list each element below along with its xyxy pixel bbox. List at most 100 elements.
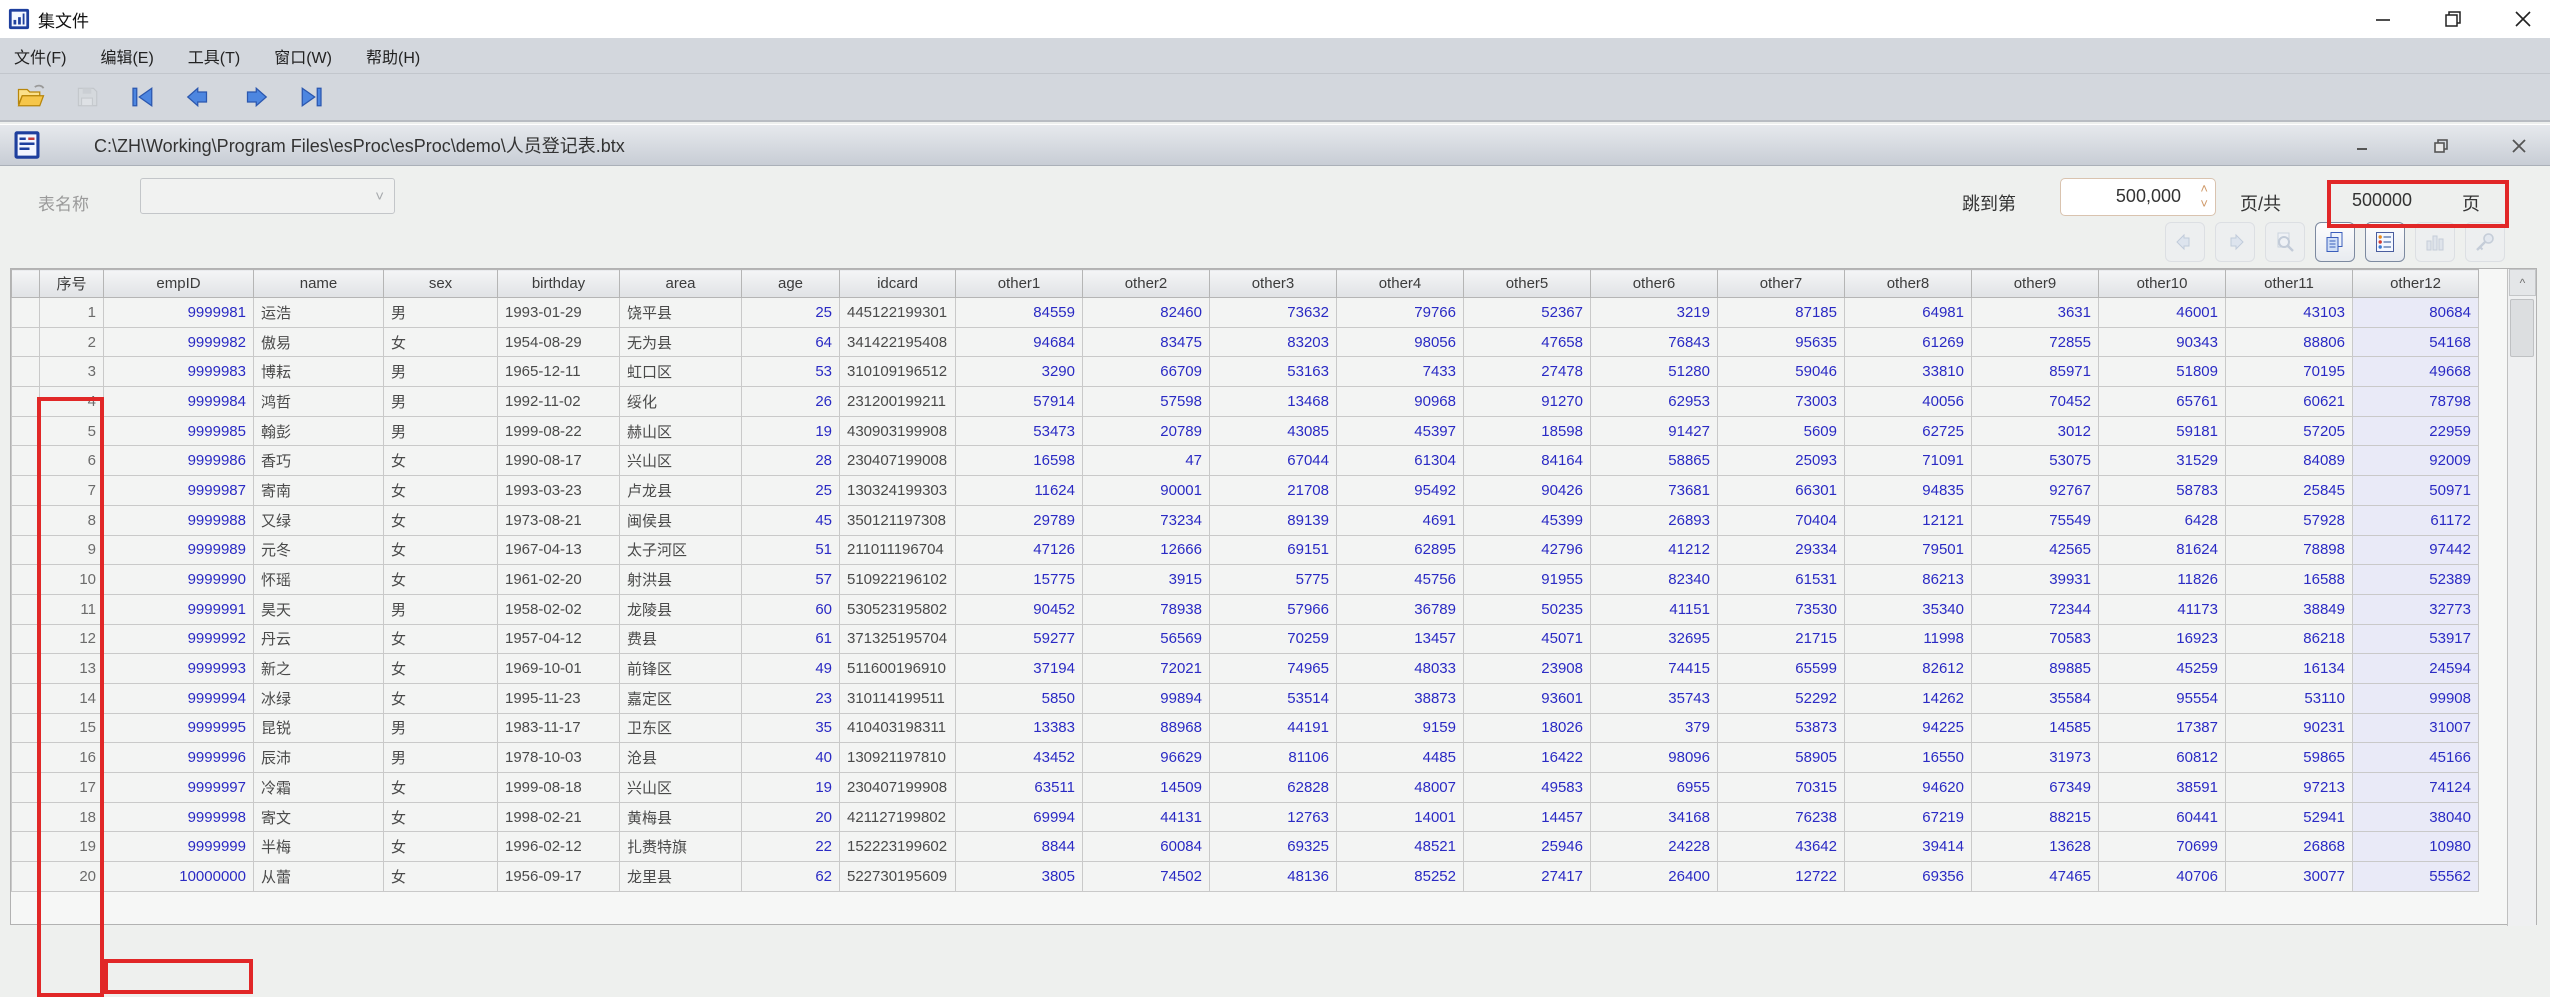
table-cell[interactable]: 74415 xyxy=(1590,653,1718,684)
table-cell[interactable]: 341422195408 xyxy=(839,326,956,358)
table-cell[interactable]: 6955 xyxy=(1590,772,1718,803)
table-cell[interactable]: 78798 xyxy=(2352,386,2479,417)
table-cell[interactable]: 48007 xyxy=(1336,772,1464,803)
table-cell[interactable]: 9999984 xyxy=(103,386,254,417)
table-cell[interactable]: 40706 xyxy=(2098,861,2226,892)
table-cell[interactable]: 78938 xyxy=(1082,593,1210,625)
table-cell[interactable]: 31529 xyxy=(2098,445,2226,477)
table-cell[interactable]: 20 xyxy=(39,861,104,892)
restore-button[interactable] xyxy=(2436,4,2470,34)
table-cell[interactable]: 97442 xyxy=(2352,534,2479,566)
table-cell[interactable]: 530523195802 xyxy=(839,593,956,625)
table-cell[interactable]: 寄文 xyxy=(253,801,384,833)
table-cell[interactable]: 57914 xyxy=(955,386,1083,417)
column-header-9[interactable]: other2 xyxy=(1082,269,1210,298)
table-cell[interactable]: 新之 xyxy=(253,653,384,684)
table-cell[interactable]: 57598 xyxy=(1082,386,1210,417)
table-cell[interactable]: 45259 xyxy=(2098,653,2226,684)
table-cell[interactable]: 扎赉特旗 xyxy=(619,831,742,863)
table-cell[interactable]: 79766 xyxy=(1336,297,1464,328)
table-cell[interactable]: 8844 xyxy=(955,831,1083,863)
table-cell[interactable]: 元冬 xyxy=(253,534,384,566)
table-cell[interactable]: 13468 xyxy=(1209,386,1337,417)
table-cell[interactable]: 35340 xyxy=(1844,593,1972,625)
column-header-14[interactable]: other7 xyxy=(1717,269,1845,298)
table-cell[interactable]: 13383 xyxy=(955,712,1083,744)
next-page-button[interactable] xyxy=(234,78,276,116)
table-cell[interactable]: 25 xyxy=(741,475,840,506)
table-cell[interactable]: 62 xyxy=(741,861,840,892)
table-cell[interactable]: 94620 xyxy=(1844,772,1972,803)
table-cell[interactable]: 19 xyxy=(741,415,840,447)
table-cell[interactable]: 93601 xyxy=(1463,682,1591,714)
table-cell[interactable]: 48033 xyxy=(1336,653,1464,684)
table-cell[interactable]: 91955 xyxy=(1463,564,1591,595)
table-cell[interactable]: 23 xyxy=(741,682,840,714)
table-cell[interactable]: 69994 xyxy=(955,801,1083,833)
table-cell[interactable]: 14262 xyxy=(1844,682,1972,714)
table-cell[interactable]: 61304 xyxy=(1336,445,1464,477)
table-cell[interactable]: 53163 xyxy=(1209,356,1337,388)
spinner-down-icon[interactable]: ˅ xyxy=(2200,196,2208,211)
column-header-7[interactable]: idcard xyxy=(839,269,956,298)
table-cell[interactable]: 45071 xyxy=(1463,623,1591,655)
table-cell[interactable]: 88215 xyxy=(1971,801,2099,833)
table-cell[interactable]: 19 xyxy=(39,831,104,863)
table-cell[interactable]: 17 xyxy=(39,772,104,803)
table-cell[interactable]: 9999997 xyxy=(103,772,254,803)
table-cell[interactable]: 90001 xyxy=(1082,475,1210,506)
table-cell[interactable]: 57966 xyxy=(1209,593,1337,625)
table-cell[interactable]: 76238 xyxy=(1717,801,1845,833)
table-cell[interactable]: 前锋区 xyxy=(619,653,742,684)
table-cell[interactable]: 25 xyxy=(741,297,840,328)
table-cell[interactable]: 53917 xyxy=(2352,623,2479,655)
table-cell[interactable]: 3290 xyxy=(955,356,1083,388)
table-cell[interactable]: 1 xyxy=(39,297,104,328)
table-cell[interactable]: 17387 xyxy=(2098,712,2226,744)
table-cell[interactable]: 51 xyxy=(741,534,840,566)
table-cell[interactable]: 35584 xyxy=(1971,682,2099,714)
table-cell[interactable]: 73530 xyxy=(1717,593,1845,625)
table-cell[interactable]: 53514 xyxy=(1209,682,1337,714)
table-cell[interactable]: 89885 xyxy=(1971,653,2099,684)
table-cell[interactable]: 76843 xyxy=(1590,326,1718,358)
table-cell[interactable]: 9999992 xyxy=(103,623,254,655)
table-cell[interactable]: 32695 xyxy=(1590,623,1718,655)
table-cell[interactable]: 25946 xyxy=(1463,831,1591,863)
table-cell[interactable]: 43103 xyxy=(2225,297,2353,328)
table-cell[interactable]: 511600196910 xyxy=(839,653,956,684)
table-cell[interactable]: 9999987 xyxy=(103,475,254,506)
table-cell[interactable]: 39414 xyxy=(1844,831,1972,863)
table-cell[interactable]: 85971 xyxy=(1971,356,2099,388)
table-cell[interactable]: 69151 xyxy=(1209,534,1337,566)
table-cell[interactable]: 26893 xyxy=(1590,504,1718,536)
table-cell[interactable]: 女 xyxy=(383,445,498,477)
table-cell[interactable]: 9999991 xyxy=(103,593,254,625)
table-cell[interactable]: 28 xyxy=(741,445,840,477)
table-cell[interactable]: 84164 xyxy=(1463,445,1591,477)
table-cell[interactable]: 82460 xyxy=(1082,297,1210,328)
table-cell[interactable]: 61531 xyxy=(1717,564,1845,595)
table-cell[interactable]: 54168 xyxy=(2352,326,2479,358)
table-cell[interactable]: 58783 xyxy=(2098,475,2226,506)
table-cell[interactable]: 24594 xyxy=(2352,653,2479,684)
table-cell[interactable]: 130324199303 xyxy=(839,475,956,506)
table-cell[interactable]: 67044 xyxy=(1209,445,1337,477)
table-cell[interactable]: 38040 xyxy=(2352,801,2479,833)
table-cell[interactable]: 70195 xyxy=(2225,356,2353,388)
menu-file[interactable]: 文件(F) xyxy=(14,49,67,67)
table-cell[interactable]: 35 xyxy=(741,712,840,744)
table-cell[interactable]: 41212 xyxy=(1590,534,1718,566)
table-cell[interactable]: 53473 xyxy=(955,415,1083,447)
table-cell[interactable]: 350121197308 xyxy=(839,504,956,536)
table-cell[interactable]: 21715 xyxy=(1717,623,1845,655)
table-cell[interactable]: 57928 xyxy=(2225,504,2353,536)
table-cell[interactable]: 27417 xyxy=(1463,861,1591,892)
table-cell[interactable]: 43452 xyxy=(955,742,1083,773)
table-cell[interactable]: 79501 xyxy=(1844,534,1972,566)
table-cell[interactable]: 81106 xyxy=(1209,742,1337,773)
table-cell[interactable]: 50235 xyxy=(1463,593,1591,625)
table-cell[interactable]: 14509 xyxy=(1082,772,1210,803)
table-cell[interactable]: 52292 xyxy=(1717,682,1845,714)
table-cell[interactable]: 16923 xyxy=(2098,623,2226,655)
